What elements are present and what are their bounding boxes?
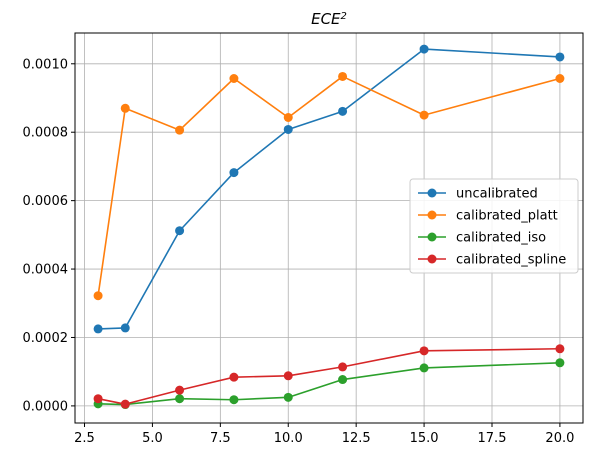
x-tick-label: 2.5 xyxy=(74,431,95,446)
data-point-calibrated_platt xyxy=(120,103,130,113)
x-tick-label: 20.0 xyxy=(545,431,574,446)
x-tick-label: 7.5 xyxy=(210,431,231,446)
x-axis: 2.5 5.0 7.5 10.0 12.5 15.0 17.5 20.0 xyxy=(74,423,574,446)
x-tick-label: 10.0 xyxy=(274,431,303,446)
data-point-calibrated_iso xyxy=(229,395,239,405)
data-point-uncalibrated xyxy=(175,226,185,236)
legend-marker xyxy=(427,232,437,242)
series-line-uncalibrated xyxy=(98,48,560,330)
data-point-calibrated_iso xyxy=(419,363,429,373)
series-calibrated_platt xyxy=(93,71,565,301)
series-layer xyxy=(93,44,565,410)
y-axis: 0.0000 0.0002 0.0004 0.0006 0.0008 0.0010 xyxy=(23,57,75,414)
data-point-calibrated_platt xyxy=(283,113,293,122)
data-point-calibrated_platt xyxy=(229,74,239,83)
series-calibrated_spline xyxy=(93,344,565,409)
data-point-calibrated_platt xyxy=(175,125,185,135)
data-point-calibrated_spline xyxy=(338,362,348,372)
plot-frame xyxy=(74,32,584,424)
data-point-calibrated_spline xyxy=(93,394,103,404)
legend-marker xyxy=(427,210,437,220)
data-point-uncalibrated xyxy=(338,106,348,116)
data-point-calibrated_spline xyxy=(283,371,293,381)
y-tick-label: 0.0010 xyxy=(23,57,69,72)
data-point-uncalibrated xyxy=(93,324,103,334)
data-point-uncalibrated xyxy=(555,52,565,62)
y-tick-label: 0.0000 xyxy=(23,399,69,414)
x-tick-label: 12.5 xyxy=(342,431,371,446)
series-line-calibrated_iso xyxy=(98,361,560,406)
series-line-calibrated_platt xyxy=(97,75,561,296)
series-line-calibrated_spline xyxy=(97,347,560,405)
data-point-calibrated_spline xyxy=(120,399,130,409)
chart-title-main: ECE xyxy=(311,10,341,28)
legend-label: uncalibrated xyxy=(456,187,538,202)
data-point-calibrated_platt xyxy=(338,71,348,81)
y-tick-label: 0.0008 xyxy=(23,126,69,141)
legend-label: calibrated_iso xyxy=(456,231,546,246)
legend-item-calibrated_platt: calibrated_platt xyxy=(418,209,558,224)
data-point-calibrated_spline xyxy=(555,344,565,354)
chart-title: ECE2 xyxy=(311,10,347,28)
data-point-calibrated_spline xyxy=(419,346,429,356)
data-point-calibrated_spline xyxy=(175,385,185,395)
data-point-uncalibrated xyxy=(229,168,239,178)
data-point-calibrated_iso xyxy=(338,375,348,385)
y-tick-label: 0.0006 xyxy=(23,194,69,209)
data-point-calibrated_iso xyxy=(175,394,185,404)
x-tick-label: 15.0 xyxy=(410,431,439,446)
data-point-uncalibrated xyxy=(283,124,293,134)
legend-item-calibrated_iso: calibrated_iso xyxy=(418,231,546,246)
legend: uncalibrated calibrated_platt calibrated_i… xyxy=(409,178,579,274)
legend-box xyxy=(409,178,579,274)
data-point-calibrated_platt xyxy=(419,110,429,120)
legend-label: calibrated_platt xyxy=(456,209,558,224)
data-point-uncalibrated xyxy=(120,323,130,333)
data-point-calibrated_platt xyxy=(93,291,103,301)
legend-item-uncalibrated: uncalibrated xyxy=(418,187,538,202)
legend-marker xyxy=(427,188,437,198)
chart-title-superscript: 2 xyxy=(341,11,347,22)
data-point-calibrated_iso xyxy=(555,358,565,368)
series-uncalibrated xyxy=(93,44,565,334)
data-point-uncalibrated xyxy=(419,44,429,54)
data-point-calibrated_platt xyxy=(555,74,565,83)
legend-label: calibrated_spline xyxy=(456,253,566,268)
x-tick-label: 5.0 xyxy=(142,431,163,446)
legend-item-calibrated_spline: calibrated_spline xyxy=(418,253,566,268)
data-point-calibrated_iso xyxy=(283,392,293,402)
data-point-calibrated_spline xyxy=(229,372,239,382)
legend-marker xyxy=(427,254,437,264)
y-tick-label: 0.0002 xyxy=(23,331,69,346)
x-tick-label: 17.5 xyxy=(478,431,507,446)
y-tick-label: 0.0004 xyxy=(23,263,69,278)
